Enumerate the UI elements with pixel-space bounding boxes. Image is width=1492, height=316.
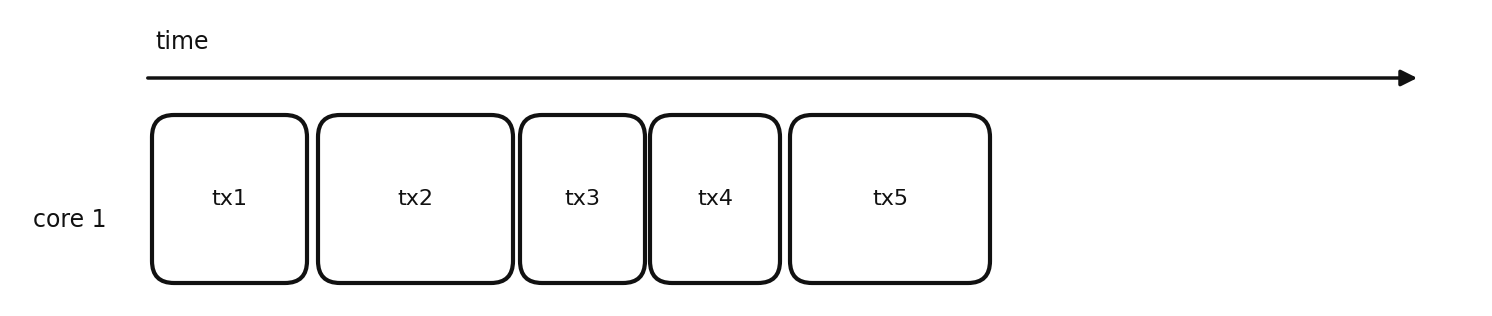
FancyBboxPatch shape: [318, 115, 513, 283]
FancyBboxPatch shape: [152, 115, 307, 283]
FancyBboxPatch shape: [651, 115, 780, 283]
Text: core 1: core 1: [33, 208, 107, 232]
Text: time: time: [155, 30, 209, 54]
Text: tx4: tx4: [697, 189, 733, 209]
FancyBboxPatch shape: [789, 115, 991, 283]
Text: tx1: tx1: [212, 189, 248, 209]
Text: tx3: tx3: [564, 189, 600, 209]
Text: tx5: tx5: [871, 189, 909, 209]
FancyBboxPatch shape: [521, 115, 645, 283]
Text: tx2: tx2: [397, 189, 434, 209]
